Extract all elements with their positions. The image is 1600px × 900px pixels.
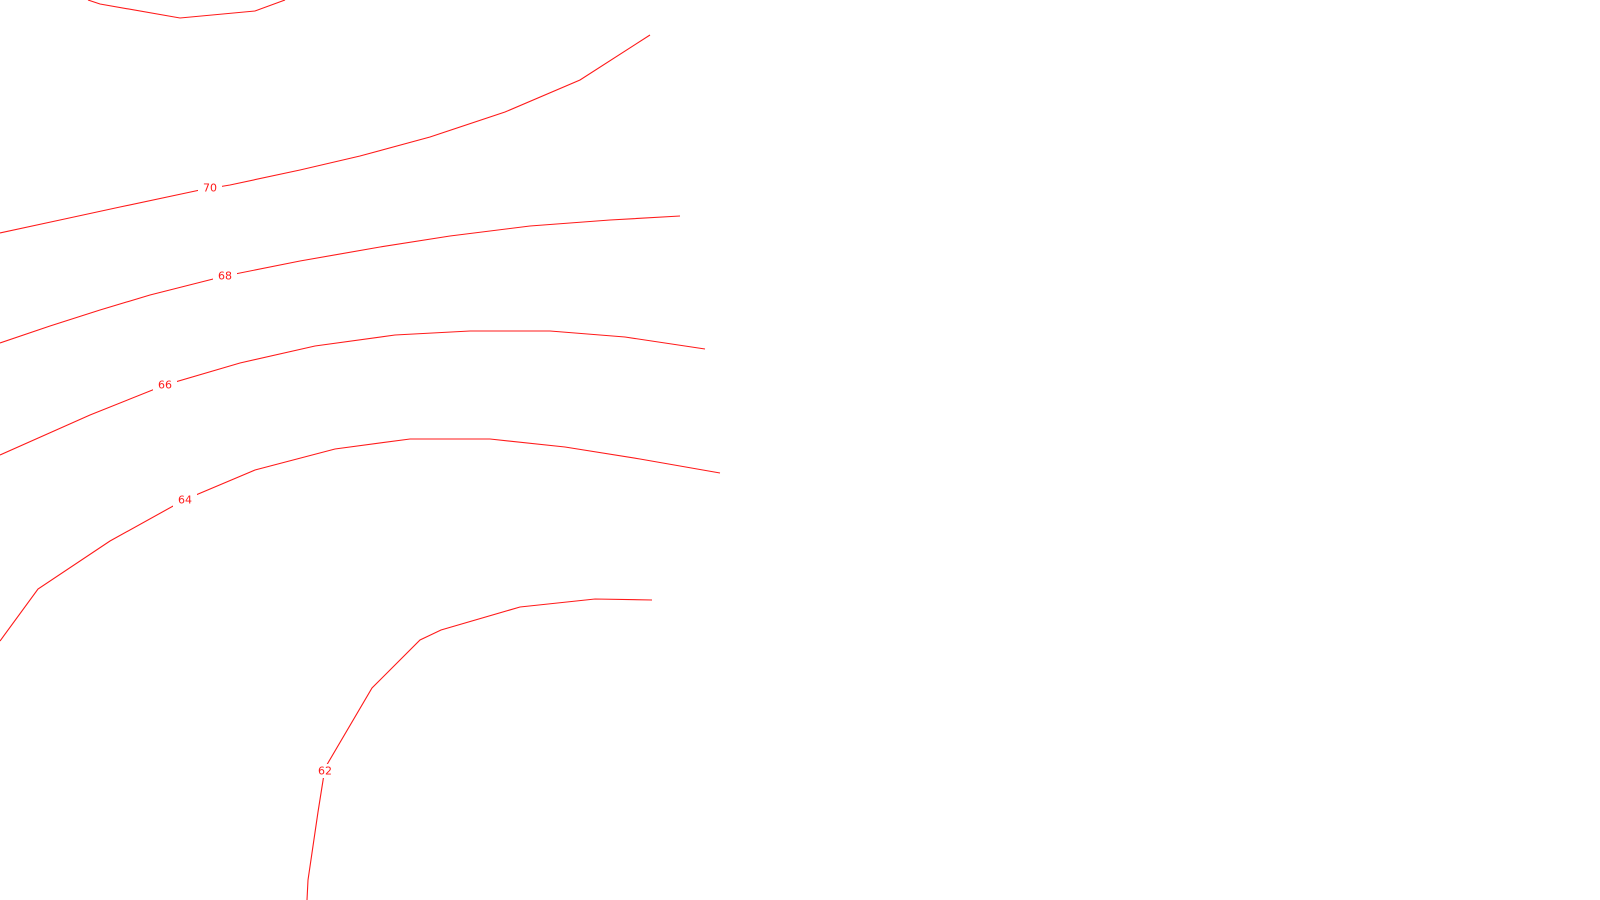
contour-label-68: 68: [218, 270, 232, 283]
contour-line-66: [0, 330, 706, 456]
contour-line-70: [0, 34, 651, 234]
contour-top: [87, 0, 286, 19]
contour-line-top: [87, 0, 286, 19]
contour-label-bg-62: [313, 764, 337, 778]
contour-line-62: [306, 598, 653, 900]
contour-line-68: [0, 215, 681, 344]
contour-label-70: 70: [203, 182, 217, 195]
contour-label-bg-64: [173, 493, 197, 507]
contour-label-bg-70: [198, 181, 222, 195]
contour-66: 66: [0, 330, 706, 456]
contour-label-bg-66: [153, 378, 177, 392]
contour-label-62: 62: [318, 765, 332, 778]
contour-68: 68: [0, 215, 681, 344]
contour-label-bg-68: [213, 269, 237, 283]
contour-label-66: 66: [158, 379, 172, 392]
contour-line-64: [0, 438, 721, 642]
contour-70: 70: [0, 34, 651, 234]
contour-64: 64: [0, 438, 721, 642]
contour-label-64: 64: [178, 494, 192, 507]
contour-62: 62: [306, 598, 653, 900]
